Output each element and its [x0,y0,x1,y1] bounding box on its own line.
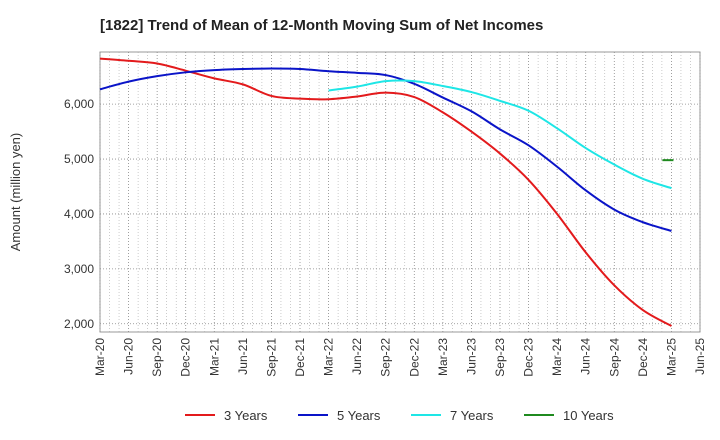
x-tick-label: Sep-22 [379,338,393,377]
x-tick-label: Jun-25 [693,338,707,375]
legend-label-5-years: 5 Years [337,408,381,423]
x-tick-label: Mar-25 [664,338,678,376]
x-tick-label: Jun-20 [122,338,136,375]
y-tick-label: 3,000 [64,262,94,276]
x-tick-label: Dec-23 [522,338,536,377]
chart-title: [1822] Trend of Mean of 12-Month Moving … [100,17,543,34]
x-tick-label: Mar-23 [436,338,450,376]
x-tick-label: Sep-23 [493,338,507,377]
y-tick-label: 2,000 [64,317,94,331]
series-line-3-years [99,57,672,327]
legend: 3 Years 5 Years 7 Years 10 Years [185,408,614,423]
grid [99,52,701,332]
series-line-5-years [99,67,672,232]
y-axis-label: Amount (million yen) [8,133,23,252]
series-lines [99,57,674,327]
x-tick-label: Sep-20 [150,338,164,377]
x-tick-label: Dec-20 [179,338,193,377]
x-tick-label: Mar-22 [322,338,336,376]
x-tick-label: Sep-21 [264,338,278,377]
x-tick-label: Jun-22 [350,338,364,375]
series-line-7-years [328,79,672,190]
x-tick-label: Mar-20 [93,338,107,376]
legend-label-10-years: 10 Years [563,408,614,423]
x-tick-label: Dec-24 [636,338,650,377]
x-tick-label: Dec-21 [293,338,307,377]
x-tick-label: Dec-22 [407,338,421,377]
x-axis-ticks: Mar-20 Jun-20 Sep-20 Dec-20 Mar-21 Jun-21 Sep-… [93,338,707,377]
x-tick-label: Mar-21 [207,338,221,376]
x-tick-label: Jun-24 [579,338,593,375]
x-tick-label: Mar-24 [550,338,564,376]
y-tick-label: 4,000 [64,207,94,221]
y-tick-label: 6,000 [64,97,94,111]
y-tick-label: 5,000 [64,152,94,166]
legend-label-3-years: 3 Years [224,408,268,423]
y-axis-ticks: 2,000 3,000 4,000 5,000 6,000 [64,97,94,331]
x-tick-label: Jun-21 [236,338,250,375]
plot-area [99,51,701,333]
legend-label-7-years: 7 Years [450,408,494,423]
x-tick-label: Jun-23 [464,338,478,375]
x-tick-label: Sep-24 [607,338,621,377]
